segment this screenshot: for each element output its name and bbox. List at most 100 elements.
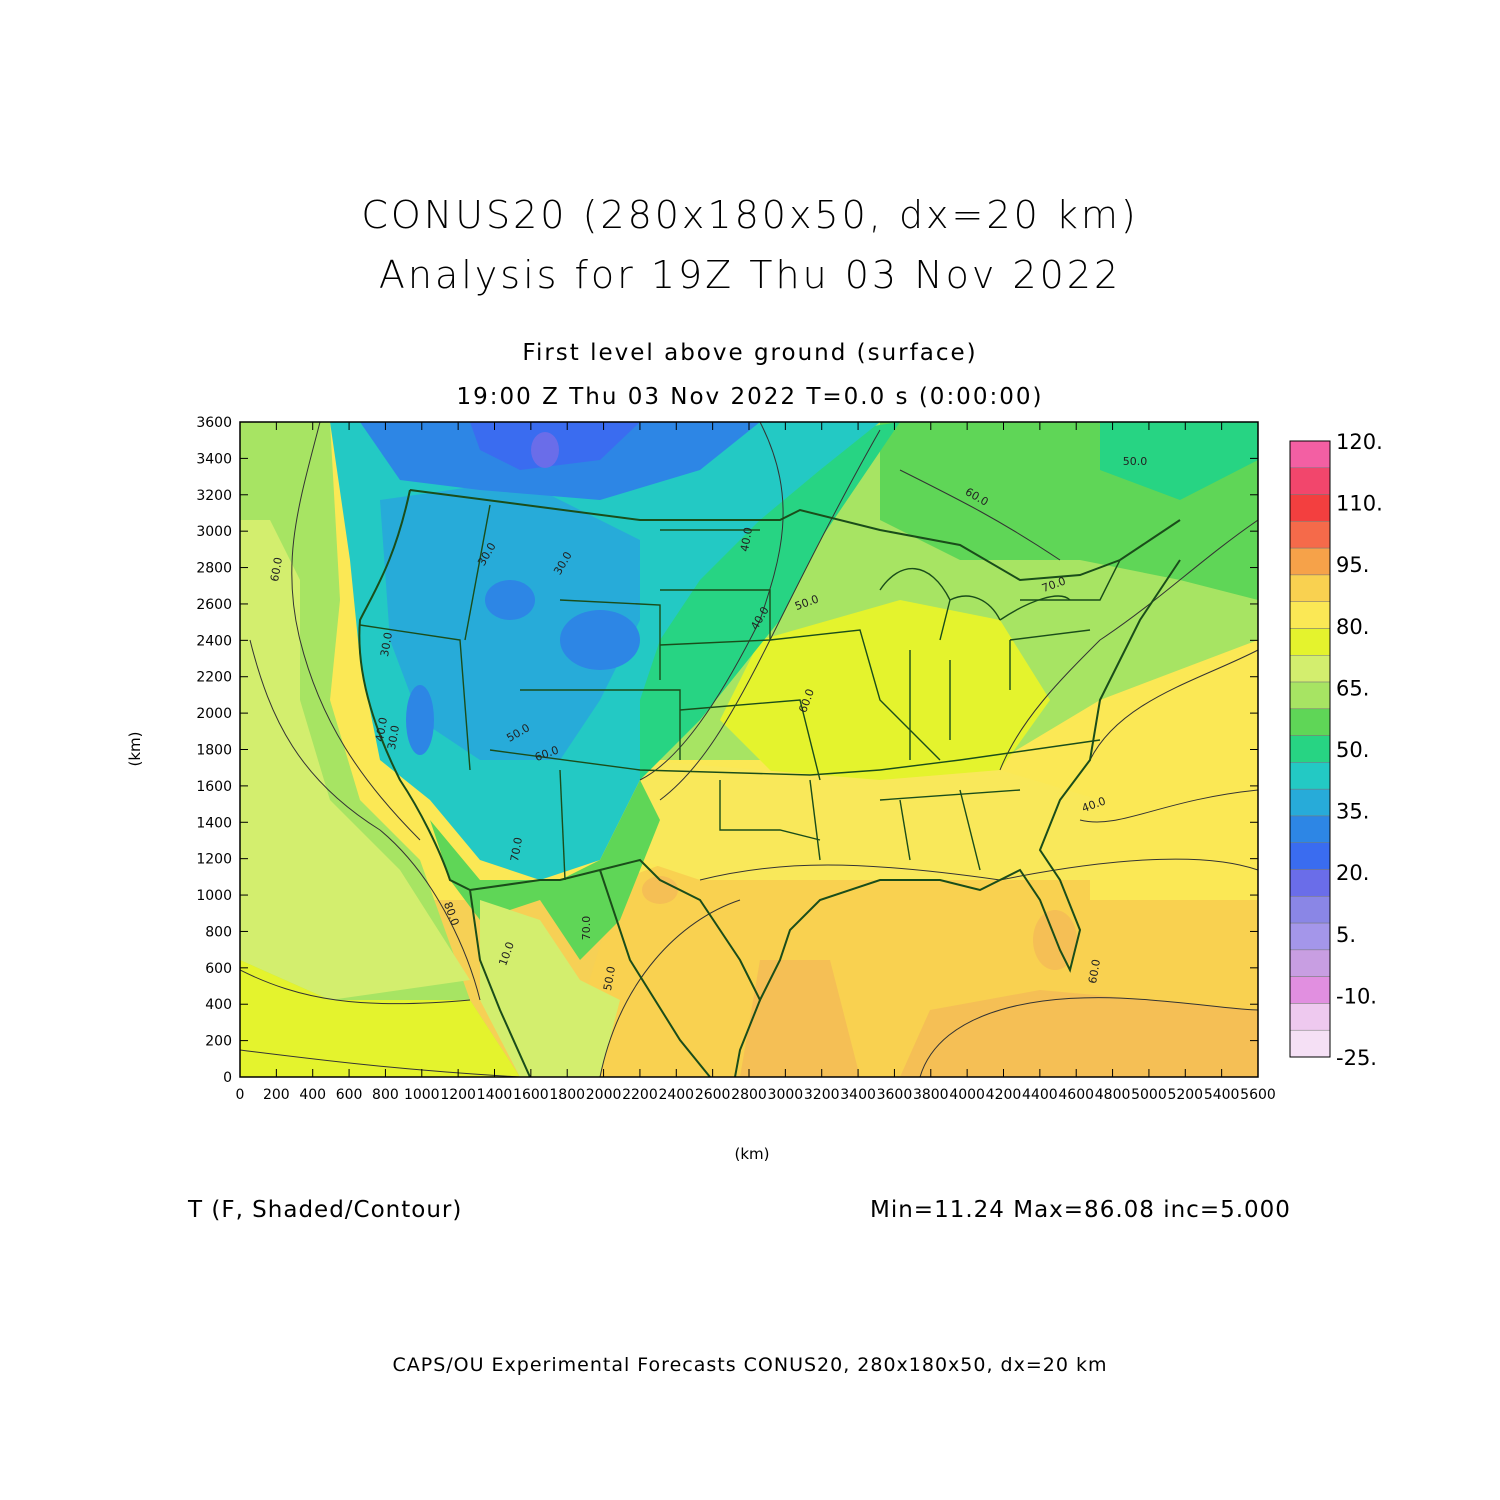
mexico-coast — [599, 869, 711, 1077]
colorbar-label: 80. — [1336, 615, 1369, 639]
y-tick-label: 2600 — [196, 597, 232, 613]
valid-time-label: 19:00 Z Thu 03 Nov 2022 T=0.0 s (0:00:00… — [456, 384, 1044, 410]
contour-label: 70.0 — [580, 916, 593, 941]
state-line — [464, 504, 491, 641]
x-tick-label: 2400 — [658, 1087, 694, 1103]
contour-line — [249, 639, 481, 1001]
contour-line — [1079, 789, 1258, 823]
x-tick-label: 3600 — [877, 1087, 913, 1103]
colorbar-swatch — [1289, 574, 1331, 602]
state-line — [559, 769, 566, 881]
field-texas-warm — [642, 876, 678, 904]
y-tick-label: 1200 — [196, 852, 232, 868]
field-mexico-warm — [740, 960, 860, 1077]
state-line — [809, 779, 821, 861]
colorbar-label: -10. — [1336, 984, 1377, 1008]
y-tick-label: 1600 — [196, 779, 232, 795]
credit-label: CAPS/OU Experimental Forecasts CONUS20, … — [392, 1354, 1108, 1376]
field-south-central — [640, 760, 1100, 880]
colorbar-swatch — [1289, 788, 1331, 817]
state-line — [679, 699, 821, 781]
us-canada-border — [409, 489, 1181, 582]
colorbar-swatch — [1289, 842, 1331, 870]
x-tick-label: 1800 — [549, 1087, 585, 1103]
contour-label: 40.0 — [738, 526, 755, 552]
state-line — [899, 799, 911, 861]
y-tick-label: 2800 — [196, 561, 232, 577]
y-tick-label: 2400 — [196, 633, 232, 649]
x-tick-label: 4200 — [986, 1087, 1022, 1103]
y-tick-label: 1000 — [196, 888, 232, 904]
mexico-gulf-coast — [734, 999, 761, 1077]
state-line — [959, 789, 981, 871]
borders — [358, 489, 1181, 1077]
x-axis-label: (km) — [734, 1145, 769, 1163]
colorbar-frame — [1289, 440, 1331, 1058]
colorbar-label: 65. — [1336, 676, 1369, 700]
x-tick-label: 2600 — [695, 1087, 731, 1103]
x-tick-label: 200 — [263, 1087, 290, 1103]
x-tick-label: 4000 — [949, 1087, 985, 1103]
great-lakes — [879, 567, 951, 641]
state-line — [520, 689, 681, 760]
contour-label: 50.0 — [601, 965, 618, 991]
colorbar-label: 5. — [1336, 923, 1356, 947]
colorbar-swatch — [1289, 628, 1331, 656]
colorbar-swatch — [1289, 521, 1331, 549]
variable-label: T (F, Shaded/Contour) — [188, 1197, 463, 1223]
contour-label: 70.0 — [508, 836, 525, 862]
field-pacific-warm — [240, 520, 470, 1000]
x-tick-label: 1600 — [513, 1087, 549, 1103]
colorbar-swatch — [1289, 976, 1331, 1004]
y-tick-label: 1800 — [196, 743, 232, 759]
field-baja — [480, 900, 620, 1077]
x-tick-label: 5000 — [1131, 1087, 1167, 1103]
x-tick-label: 800 — [372, 1087, 399, 1103]
colorbar-swatch — [1289, 1029, 1331, 1058]
state-line — [559, 599, 661, 680]
colorbar-label: 50. — [1336, 738, 1369, 762]
contour-line — [599, 899, 741, 1077]
state-line — [719, 780, 821, 841]
contour-line — [639, 422, 784, 781]
field-midwest — [720, 600, 1050, 800]
x-tick-label: 4600 — [1058, 1087, 1094, 1103]
colorbar-swatch — [1289, 681, 1331, 710]
colorbar-swatch — [1289, 708, 1331, 736]
x-tick-label: 1200 — [440, 1087, 476, 1103]
state-line — [879, 789, 1021, 801]
y-tick-label: 3400 — [196, 451, 232, 467]
state-line — [659, 589, 771, 646]
x-tick-label: 3800 — [913, 1087, 949, 1103]
colorbar-label: -25. — [1336, 1046, 1377, 1070]
contour-line — [291, 422, 421, 841]
contour-label: 60.0 — [1086, 958, 1103, 984]
field-colorado-cold — [560, 610, 640, 670]
contour-line — [1089, 649, 1258, 761]
colorbar-label: 35. — [1336, 800, 1369, 824]
chart-title-line1: CONUS20 (280x180x50, dx=20 km) — [361, 193, 1139, 237]
contour-label: 30.0 — [378, 631, 395, 657]
contour-label: 50.0 — [1123, 455, 1148, 468]
x-tick-label: 3200 — [804, 1087, 840, 1103]
contour-line — [240, 969, 471, 1005]
colorbar-label: 110. — [1336, 492, 1383, 516]
y-axis: 0 200 400 600 800 1000 1200 1400 1600 1800 2000 220… — [196, 415, 1258, 1086]
baja-coast — [469, 889, 531, 1077]
contour-line — [899, 469, 1061, 561]
contour-line — [919, 997, 1258, 1077]
colorbar-swatch — [1289, 922, 1331, 951]
contour-line — [240, 1049, 521, 1077]
state-line — [359, 624, 471, 771]
colorbar-label: 20. — [1336, 861, 1369, 885]
colorbar-swatch — [1289, 601, 1331, 629]
y-tick-label: 3000 — [196, 524, 232, 540]
x-tick-label: 5400 — [1204, 1087, 1240, 1103]
y-tick-label: 400 — [205, 997, 232, 1013]
x-tick-label: 2200 — [622, 1087, 658, 1103]
x-tick-label: 4800 — [1095, 1087, 1131, 1103]
stats-label: Min=11.24 Max=86.08 inc=5.000 — [870, 1197, 1291, 1223]
x-tick-label: 0 — [236, 1087, 245, 1103]
contour-labels: 60.030.0 30.040.050.060.050.040.030.030.0… — [268, 455, 1147, 992]
x-tick-label: 5200 — [1167, 1087, 1203, 1103]
